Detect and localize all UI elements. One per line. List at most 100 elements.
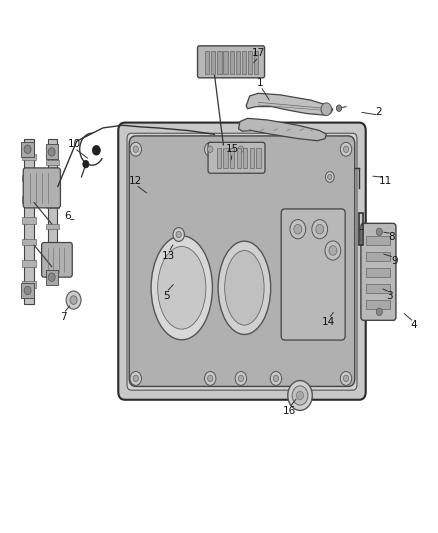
Text: 5: 5 <box>163 291 170 301</box>
Bar <box>242 51 246 74</box>
Circle shape <box>290 220 306 239</box>
Circle shape <box>70 296 77 304</box>
Circle shape <box>235 142 247 156</box>
Bar <box>217 148 221 168</box>
Text: 15: 15 <box>226 144 239 154</box>
Bar <box>236 51 240 74</box>
Circle shape <box>312 220 328 239</box>
Bar <box>230 51 234 74</box>
Circle shape <box>130 372 141 385</box>
Circle shape <box>273 375 279 382</box>
Bar <box>46 203 59 208</box>
Circle shape <box>208 146 213 152</box>
Circle shape <box>66 291 81 309</box>
Bar <box>211 51 215 74</box>
FancyBboxPatch shape <box>208 142 265 173</box>
Bar <box>46 270 58 285</box>
Bar <box>248 51 252 74</box>
Bar <box>243 148 247 168</box>
Circle shape <box>343 146 349 152</box>
Bar <box>366 252 390 261</box>
Bar <box>205 51 209 74</box>
Text: 2: 2 <box>375 107 382 117</box>
Circle shape <box>208 375 213 382</box>
Bar <box>46 245 59 251</box>
Bar <box>21 142 34 157</box>
Circle shape <box>133 146 138 152</box>
Circle shape <box>83 160 89 168</box>
Ellipse shape <box>218 241 271 335</box>
Circle shape <box>92 146 100 155</box>
Circle shape <box>205 372 216 385</box>
Bar <box>217 51 222 74</box>
Bar <box>366 284 390 293</box>
Circle shape <box>176 231 181 238</box>
Text: 6: 6 <box>64 211 71 221</box>
Circle shape <box>376 308 382 316</box>
Bar <box>46 224 59 229</box>
Circle shape <box>24 145 31 154</box>
Circle shape <box>325 172 334 182</box>
Text: 3: 3 <box>386 291 393 301</box>
Bar <box>230 148 234 168</box>
Circle shape <box>48 148 55 156</box>
Circle shape <box>328 174 332 180</box>
Bar <box>46 181 59 187</box>
Polygon shape <box>246 93 333 115</box>
Ellipse shape <box>225 251 264 325</box>
Text: 7: 7 <box>60 312 67 322</box>
Bar <box>223 51 228 74</box>
Text: 13: 13 <box>162 251 175 261</box>
Bar <box>22 239 36 245</box>
Circle shape <box>297 391 304 400</box>
Text: 17: 17 <box>252 49 265 58</box>
FancyBboxPatch shape <box>127 133 357 390</box>
Circle shape <box>238 375 244 382</box>
Circle shape <box>205 142 216 156</box>
Circle shape <box>48 273 55 281</box>
Bar <box>366 236 390 245</box>
Text: 11: 11 <box>379 176 392 186</box>
Bar <box>46 266 59 272</box>
Text: 10: 10 <box>68 139 81 149</box>
Text: 16: 16 <box>283 407 296 416</box>
Bar <box>223 148 228 168</box>
Circle shape <box>336 105 342 111</box>
Text: 12: 12 <box>129 176 142 186</box>
Circle shape <box>343 375 349 382</box>
Bar <box>22 260 36 266</box>
Bar <box>46 144 58 159</box>
Circle shape <box>133 375 138 382</box>
Circle shape <box>288 381 312 410</box>
Bar <box>24 139 34 304</box>
Bar <box>22 154 36 160</box>
Circle shape <box>294 224 302 234</box>
FancyBboxPatch shape <box>23 168 60 208</box>
Bar <box>366 300 390 309</box>
Text: 8: 8 <box>389 232 396 242</box>
FancyBboxPatch shape <box>118 123 366 400</box>
Circle shape <box>292 386 308 405</box>
Bar <box>21 283 34 298</box>
Circle shape <box>376 228 382 236</box>
Bar <box>46 160 59 165</box>
Ellipse shape <box>158 246 206 329</box>
FancyBboxPatch shape <box>361 223 396 320</box>
Circle shape <box>340 372 352 385</box>
Circle shape <box>321 103 332 116</box>
Circle shape <box>325 241 341 260</box>
Bar <box>22 281 36 288</box>
Polygon shape <box>239 118 326 141</box>
Bar <box>22 175 36 181</box>
Bar <box>250 148 254 168</box>
Bar <box>22 196 36 203</box>
Text: 4: 4 <box>410 320 417 330</box>
Circle shape <box>130 142 141 156</box>
Circle shape <box>235 372 247 385</box>
Circle shape <box>329 246 337 255</box>
Bar <box>48 139 57 282</box>
Circle shape <box>270 372 282 385</box>
FancyBboxPatch shape <box>198 46 265 78</box>
Circle shape <box>340 142 352 156</box>
Ellipse shape <box>151 236 212 340</box>
